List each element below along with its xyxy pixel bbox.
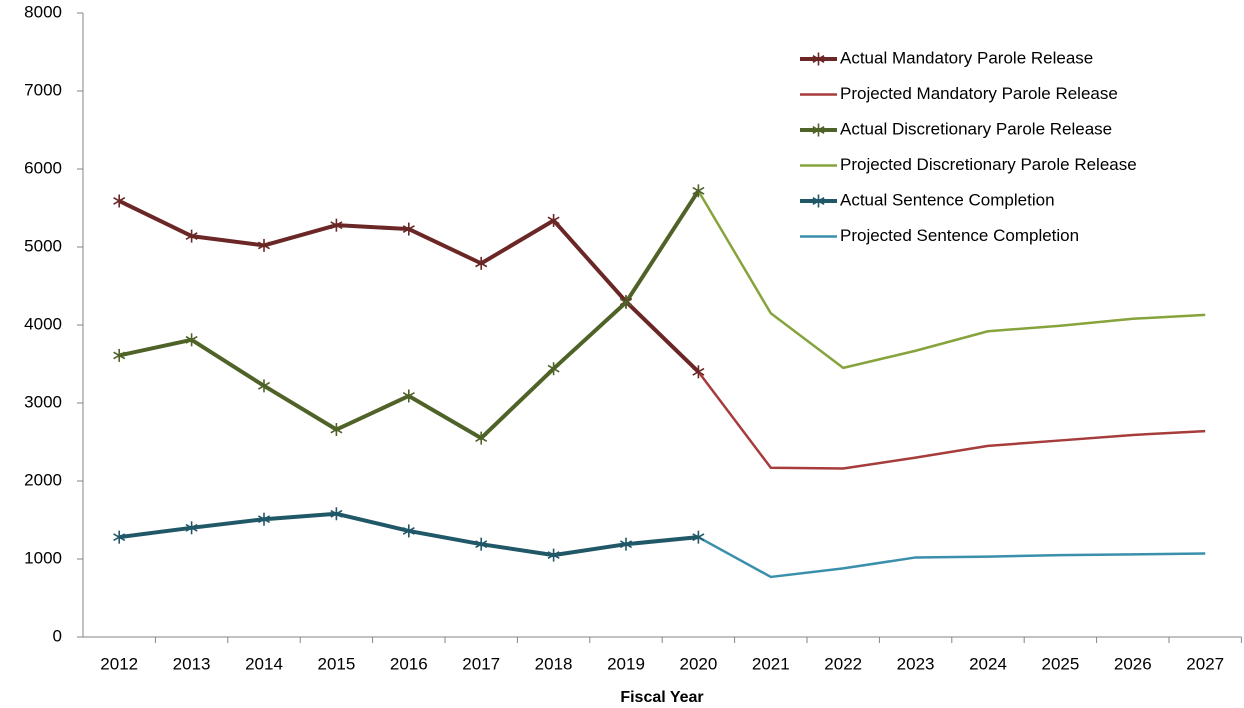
marker-stroke (330, 425, 343, 434)
marker-stroke (113, 351, 126, 360)
point-marker (330, 218, 343, 232)
point-marker (185, 229, 198, 243)
point-marker (547, 362, 560, 376)
marker-stroke (812, 197, 825, 205)
point-marker (692, 530, 705, 544)
marker-stroke (475, 259, 488, 268)
series-line (697, 371, 1206, 470)
x-tick-label: 2025 (1041, 654, 1079, 673)
x-tick-label: 2013 (173, 654, 211, 673)
point-marker (257, 512, 271, 526)
marker-stroke (812, 55, 825, 63)
marker-stroke (692, 186, 705, 195)
marker-stroke (619, 540, 633, 549)
marker-stroke (692, 533, 705, 542)
y-tick-label: 6000 (24, 158, 62, 177)
legend-label: Actual Mandatory Parole Release (840, 48, 1093, 67)
x-tick-label: 2015 (317, 654, 355, 673)
point-marker (475, 537, 488, 551)
point-marker (619, 537, 633, 551)
point-marker (475, 256, 488, 270)
marker-stroke (547, 364, 560, 373)
legend-label: Actual Discretionary Parole Release (840, 119, 1112, 138)
marker-stroke (547, 551, 560, 560)
point-marker (402, 524, 415, 538)
marker-stroke (402, 225, 415, 234)
marker-stroke (330, 221, 343, 230)
x-tick-label: 2022 (824, 654, 862, 673)
series-line (697, 190, 1206, 370)
series-line (697, 536, 1206, 579)
point-marker (330, 423, 343, 437)
point-marker (113, 194, 126, 208)
marker-stroke (113, 533, 126, 542)
marker-stroke (257, 515, 271, 524)
x-tick-label: 2012 (100, 654, 138, 673)
legend-marker (812, 123, 825, 137)
marker-stroke (475, 434, 488, 443)
x-tick-label: 2017 (462, 654, 500, 673)
marker-stroke (185, 335, 198, 344)
y-tick-label: 4000 (24, 314, 62, 333)
marker-stroke (475, 540, 488, 549)
marker-stroke (330, 509, 343, 518)
x-tick-label: 2026 (1114, 654, 1152, 673)
x-tick-label: 2018 (535, 654, 573, 673)
marker-stroke (185, 523, 198, 532)
point-marker (692, 365, 705, 379)
legend-label: Actual Sentence Completion (840, 190, 1055, 209)
legend-marker (812, 194, 825, 208)
marker-stroke (619, 298, 633, 307)
point-marker (619, 295, 633, 309)
point-marker (475, 431, 488, 445)
y-tick-label: 2000 (24, 470, 62, 489)
point-marker (402, 389, 415, 403)
marker-stroke (402, 392, 415, 400)
y-tick-label: 5000 (24, 236, 62, 255)
marker-stroke (257, 241, 271, 250)
x-tick-label: 2024 (969, 654, 1007, 673)
point-marker (113, 348, 126, 362)
marker-stroke (185, 232, 198, 241)
point-marker (402, 222, 415, 236)
x-tick-label: 2027 (1186, 654, 1224, 673)
point-marker (113, 530, 126, 544)
legend-label: Projected Sentence Completion (840, 226, 1079, 245)
x-tick-label: 2023 (897, 654, 935, 673)
x-axis-label: Fiscal Year (620, 689, 703, 706)
marker-stroke (402, 526, 415, 535)
y-tick-label: 7000 (24, 80, 62, 99)
marker-stroke (113, 197, 126, 205)
legend-label: Projected Discretionary Parole Release (840, 155, 1137, 174)
legend-label: Projected Mandatory Parole Release (840, 84, 1118, 103)
point-marker (257, 379, 271, 393)
point-marker (330, 507, 343, 521)
x-tick-label: 2014 (245, 654, 283, 673)
y-tick-label: 1000 (24, 548, 62, 567)
x-tick-label: 2016 (390, 654, 428, 673)
point-marker (257, 238, 271, 252)
x-tick-label: 2021 (752, 654, 790, 673)
point-marker (547, 548, 560, 562)
y-tick-label: 8000 (24, 2, 62, 21)
y-tick-label: 3000 (24, 392, 62, 411)
marker-stroke (547, 216, 560, 225)
point-marker (547, 213, 560, 227)
marker-stroke (257, 381, 271, 390)
marker-stroke (812, 126, 825, 134)
legend-marker (812, 52, 825, 66)
point-marker (185, 333, 198, 347)
y-tick-label: 0 (53, 626, 62, 645)
marker-stroke (692, 367, 705, 376)
x-tick-label: 2020 (679, 654, 717, 673)
x-tick-label: 2019 (607, 654, 645, 673)
point-marker (185, 521, 198, 535)
point-marker (692, 184, 705, 198)
